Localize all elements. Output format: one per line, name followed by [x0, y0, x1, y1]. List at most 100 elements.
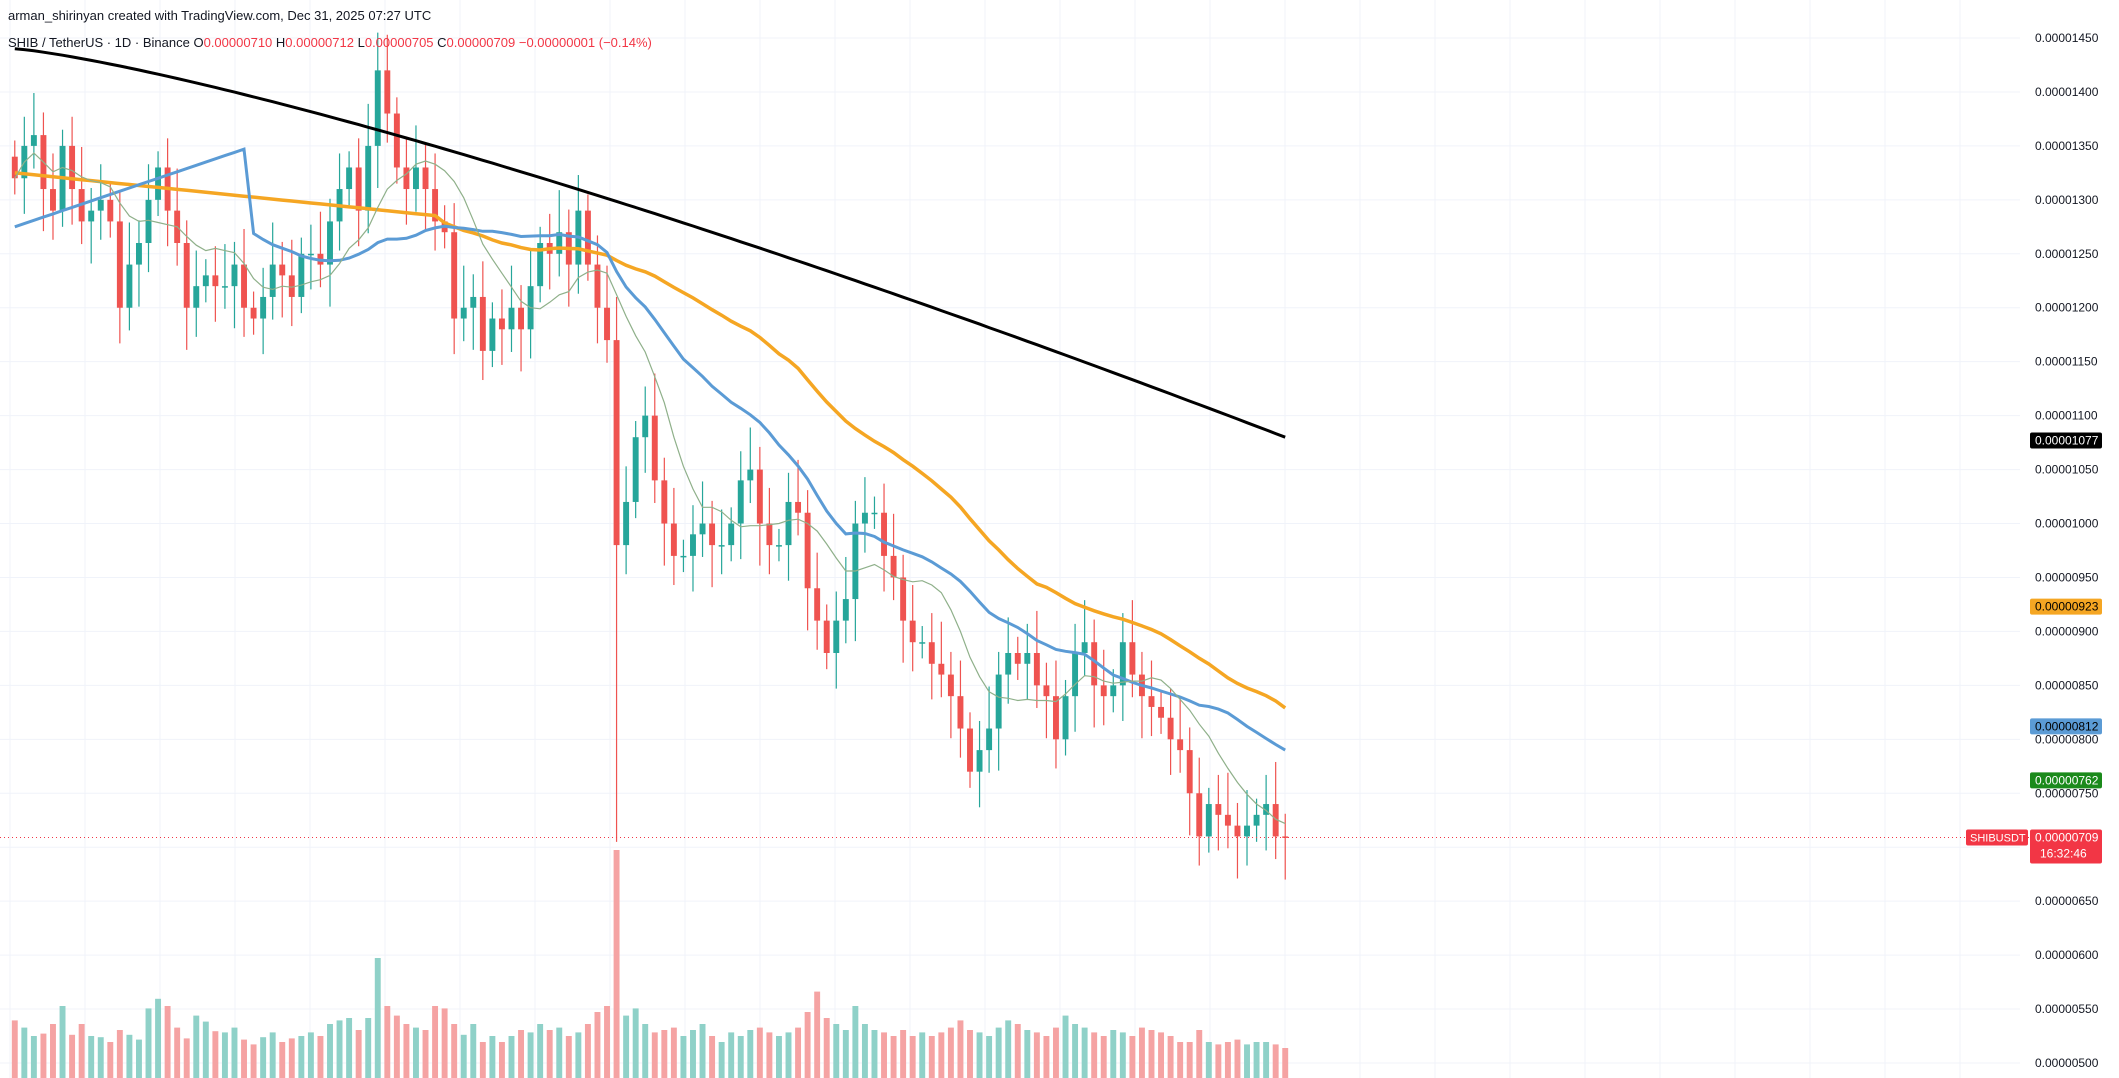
candle-body: [97, 199, 104, 211]
volume-bar: [193, 1015, 200, 1078]
volume-bar: [632, 1008, 639, 1078]
ma-black-price-tag-bg: [2030, 432, 2102, 449]
candle-body: [30, 135, 37, 146]
candle-body: [737, 480, 744, 524]
candle-body: [1119, 642, 1126, 686]
candle-body: [1033, 653, 1040, 686]
volume-bar: [938, 1032, 945, 1078]
candle-body: [928, 642, 935, 664]
symbol-legend: SHIB / TetherUS · 1D · Binance O0.000007…: [8, 35, 652, 50]
candle-body: [947, 674, 954, 697]
volume-bar: [957, 1020, 964, 1078]
volume-bar: [670, 1027, 677, 1078]
price-tick-label: 0.00000850: [2035, 678, 2099, 692]
candle-body: [1148, 696, 1155, 707]
volume-bar: [1224, 1042, 1231, 1078]
volume-bar: [947, 1027, 954, 1078]
volume-bar: [604, 1006, 610, 1078]
volume-bar: [967, 1030, 973, 1078]
volume-bar: [88, 1036, 95, 1078]
volume-bar: [642, 1024, 649, 1078]
last-price-tag: 0.00000709: [2035, 831, 2099, 845]
volume-bar: [1253, 1042, 1260, 1078]
ma-green-line: [14, 152, 1286, 825]
price-tick-label: 0.00000650: [2035, 894, 2099, 908]
candle-body: [632, 437, 639, 502]
volume-bar: [871, 1030, 878, 1078]
price-tick-label: 0.00000500: [2035, 1056, 2099, 1070]
ma-blue-price-tag-bg: [2030, 718, 2102, 735]
candle-body: [594, 264, 601, 308]
price-tick-label: 0.00001300: [2035, 193, 2099, 207]
last-price-tag-bg: [2030, 829, 2102, 864]
candle-body: [288, 275, 295, 297]
candle-body: [1177, 739, 1184, 751]
symbol-tag-bg: [1966, 829, 2028, 846]
price-tags: 0.00001077 0.00000923 0.00000812 0.00000762…: [1966, 432, 2102, 864]
volume-bar: [393, 1015, 400, 1078]
attribution-text: arman_shirinyan created with TradingView…: [8, 8, 432, 23]
volume-bar: [298, 1036, 305, 1078]
volume-bar: [1110, 1030, 1117, 1078]
candle-body: [1196, 793, 1203, 837]
candle-body: [613, 340, 620, 546]
candle-body: [250, 307, 257, 319]
price-tick-label: 0.00000900: [2035, 624, 2099, 638]
candle-body: [604, 307, 610, 341]
bar-countdown: 16:32:46: [2040, 847, 2087, 861]
volume-bar: [384, 1006, 391, 1078]
candle-body: [938, 663, 945, 675]
candle-body: [699, 523, 706, 535]
volume-bar: [336, 1020, 343, 1078]
candle-body: [88, 210, 95, 222]
candle-body: [145, 199, 152, 243]
price-tick-label: 0.00001150: [2035, 355, 2098, 369]
candle-body: [183, 243, 190, 308]
volume-bar: [202, 1021, 209, 1078]
close-value: 0.00000709: [446, 35, 516, 50]
volume-bar: [1177, 1042, 1184, 1078]
candle-body: [498, 318, 505, 330]
candle-body: [1014, 653, 1021, 664]
volume-bar: [575, 1032, 582, 1078]
candle-body: [1110, 685, 1117, 697]
volume-bar: [909, 1036, 916, 1078]
candle-body: [451, 232, 458, 319]
candle-body: [212, 275, 219, 287]
candle-body: [107, 199, 114, 222]
candle-body: [155, 167, 162, 200]
open-value: 0.00000710: [203, 35, 273, 50]
candle-body: [957, 696, 964, 729]
candle-body: [823, 620, 830, 653]
volume-bar: [135, 1039, 142, 1078]
volume-bar: [145, 1008, 152, 1078]
candle-body: [871, 512, 878, 515]
ma-black-price-tag: 0.00001077: [2035, 433, 2099, 447]
price-axis[interactable]: 0.00001450 0.00001400 0.00001350 0.00001300…: [2035, 31, 2099, 1070]
candle-body: [126, 264, 133, 308]
candle-body: [202, 275, 209, 287]
volume-bar: [30, 1036, 37, 1078]
volume-bar: [164, 1006, 171, 1078]
volume-bar: [403, 1024, 410, 1078]
candle-body: [479, 296, 486, 351]
candle-body: [690, 534, 696, 556]
volume-bar: [1138, 1027, 1145, 1078]
candle-body: [756, 469, 763, 524]
volume-bar: [690, 1030, 696, 1078]
candle-body: [900, 577, 907, 621]
candle-body: [1186, 750, 1193, 794]
ma-black-line: [14, 47, 1286, 439]
volume-bar: [1062, 1015, 1069, 1078]
price-tick-label: 0.00001400: [2035, 85, 2099, 99]
candle-body: [766, 523, 773, 546]
candle-body: [1024, 653, 1031, 664]
candle-body: [1005, 653, 1012, 675]
volume-bar: [823, 1018, 830, 1078]
volume-bar: [498, 1042, 505, 1078]
volume-bar: [413, 1027, 419, 1078]
volume-bar: [785, 1032, 792, 1078]
candle-body: [995, 674, 1002, 729]
candle-body: [241, 264, 247, 308]
